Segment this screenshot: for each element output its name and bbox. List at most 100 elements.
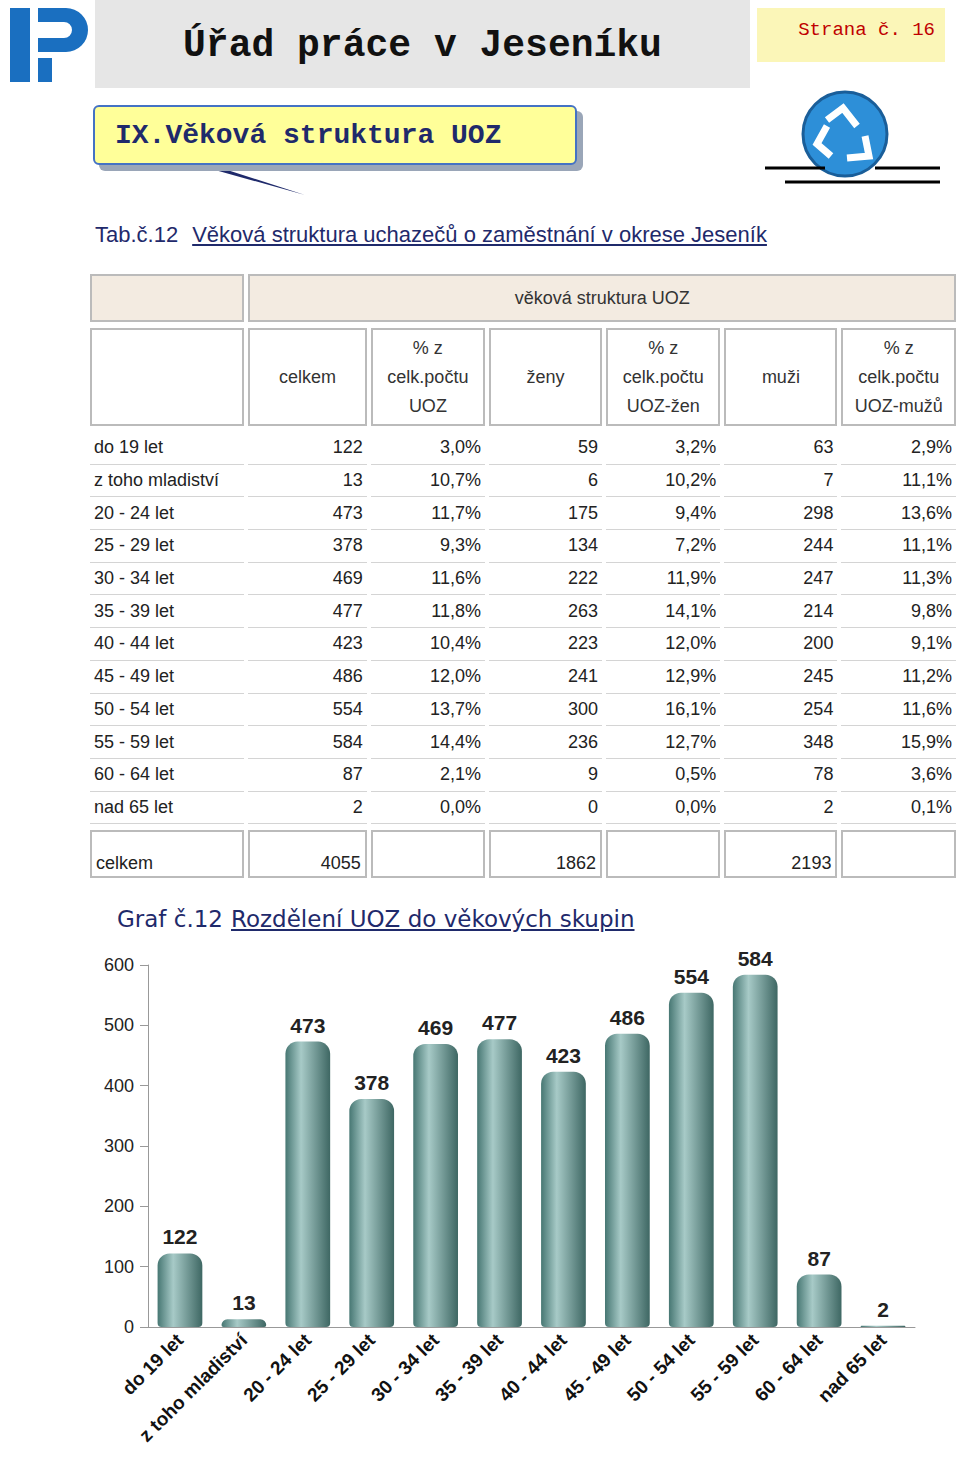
html-text:134: 134 <box>568 535 599 556</box>
html-text:11,8%: 11,8% <box>431 600 481 621</box>
html-text:3,2%: 3,2% <box>675 437 717 458</box>
html-text:Úřad práce v Jeseníku: Úřad práce v Jeseníku <box>183 24 662 67</box>
html-text:473: 473 <box>332 502 363 523</box>
svg-text:584: 584 <box>738 947 773 970</box>
html-text:celkem: celkem <box>279 366 336 387</box>
svg-text:600: 600 <box>104 955 134 975</box>
html-text:486: 486 <box>332 666 363 687</box>
html-text:UOZ-žen: UOZ-žen <box>626 395 700 416</box>
html-text:Věková struktura uchazečů o za: Věková struktura uchazečů o zaměstnání v… <box>192 222 767 247</box>
html-text:% z: % z <box>648 337 679 358</box>
html-text:40 - 44 let: 40 - 44 let <box>94 633 175 654</box>
html-text:30 - 34 let: 30 - 34 let <box>94 568 175 589</box>
html-text:celk.počtu: celk.počtu <box>387 366 469 387</box>
html-text:45 - 49 let: 45 - 49 let <box>94 666 175 687</box>
html-text:175: 175 <box>568 502 599 523</box>
html-text:12,0%: 12,0% <box>430 666 481 687</box>
html-text:9,1%: 9,1% <box>911 633 952 654</box>
svg-text:100: 100 <box>104 1257 134 1277</box>
html-text:11,3%: 11,3% <box>902 568 952 589</box>
html-text:IX.Věková struktura UOZ: IX.Věková struktura UOZ <box>115 120 502 151</box>
html-text:200: 200 <box>803 633 834 654</box>
svg-text:50 - 54 let: 50 - 54 let <box>623 1329 700 1406</box>
svg-text:486: 486 <box>610 1006 645 1029</box>
html-text:celk.počtu: celk.počtu <box>622 366 704 387</box>
html-text:247: 247 <box>803 568 834 589</box>
html-text:25 - 29 let: 25 - 29 let <box>94 535 175 556</box>
html-text:2,9%: 2,9% <box>911 437 952 458</box>
svg-text:400: 400 <box>104 1076 134 1096</box>
html-text:do 19 let: do 19 let <box>94 437 164 458</box>
html-text:59: 59 <box>578 437 599 458</box>
svg-text:60 - 64 let: 60 - 64 let <box>750 1329 827 1406</box>
html-text:378: 378 <box>332 535 363 556</box>
html-text:12,0%: 12,0% <box>665 633 717 654</box>
html-text:11,1%: 11,1% <box>902 535 952 556</box>
html-text:223: 223 <box>568 633 599 654</box>
html-text:298: 298 <box>803 502 834 523</box>
svg-text:20 - 24 let: 20 - 24 let <box>239 1329 316 1406</box>
html-text:7,2%: 7,2% <box>675 535 717 556</box>
html-text:214: 214 <box>803 600 834 621</box>
svg-text:55 - 59 let: 55 - 59 let <box>687 1329 764 1406</box>
svg-text:500: 500 <box>104 1015 134 1035</box>
svg-text:200: 200 <box>104 1196 134 1216</box>
html-text:muži: muži <box>761 366 800 387</box>
svg-text:423: 423 <box>546 1044 581 1067</box>
html-text:50 - 54 let: 50 - 54 let <box>94 698 175 719</box>
svg-text:z toho mladiství: z toho mladiství <box>135 1329 252 1446</box>
svg-text:45 - 49 let: 45 - 49 let <box>559 1329 636 1406</box>
html-text:% z: % z <box>883 337 914 358</box>
svg-text:554: 554 <box>674 965 709 988</box>
svg-text:300: 300 <box>104 1136 134 1156</box>
html-text:Graf č.12 Rozdělení UOZ do věk: Graf č.12 Rozdělení UOZ do věkových skup… <box>117 906 635 932</box>
svg-text:35 - 39 let: 35 - 39 let <box>431 1329 508 1406</box>
html-text:9,8%: 9,8% <box>911 600 952 621</box>
html-text:11,9%: 11,9% <box>666 568 717 589</box>
html-text:244: 244 <box>803 535 834 556</box>
svg-text:40 - 44 let: 40 - 44 let <box>495 1329 572 1406</box>
html-text:Strana č. 16: Strana č. 16 <box>798 19 935 41</box>
html-text:Tab.č.12: Tab.č.12 <box>95 222 179 247</box>
html-text:věková struktura UOZ: věková struktura UOZ <box>514 287 690 308</box>
svg-text:2: 2 <box>877 1298 889 1321</box>
html-text:14,1%: 14,1% <box>665 600 717 621</box>
html-text:celk.počtu: celk.počtu <box>858 366 940 387</box>
html-text:13,6%: 13,6% <box>901 502 952 523</box>
html-text:% z: % z <box>412 337 443 358</box>
html-text:245: 245 <box>803 666 834 687</box>
html-text:263: 263 <box>568 600 599 621</box>
svg-text:25 - 29 let: 25 - 29 let <box>303 1329 380 1406</box>
html-text:122: 122 <box>332 437 363 458</box>
svg-text:477: 477 <box>482 1011 517 1034</box>
html-text:UOZ-mužů: UOZ-mužů <box>854 395 943 416</box>
html-text:9,4%: 9,4% <box>675 502 717 523</box>
html-text:9,3%: 9,3% <box>440 535 481 556</box>
html-text:11,2%: 11,2% <box>902 666 952 687</box>
html-text:ženy: ženy <box>526 366 565 387</box>
svg-text:do 19 let: do 19 let <box>118 1329 188 1399</box>
svg-text:378: 378 <box>354 1071 389 1094</box>
html-text:477: 477 <box>332 600 363 621</box>
svg-text:122: 122 <box>162 1225 197 1248</box>
svg-text:30 - 34 let: 30 - 34 let <box>367 1329 444 1406</box>
svg-text:473: 473 <box>290 1014 325 1037</box>
html-text:20 - 24 let: 20 - 24 let <box>94 502 175 523</box>
svg-text:469: 469 <box>418 1016 453 1039</box>
html-text:35 - 39 let: 35 - 39 let <box>94 600 175 621</box>
html-text:63: 63 <box>813 437 834 458</box>
html-text:3,0%: 3,0% <box>440 437 481 458</box>
html-text:469: 469 <box>332 568 363 589</box>
html-text:10,4%: 10,4% <box>430 633 481 654</box>
html-text:11,6%: 11,6% <box>431 568 481 589</box>
svg-text:87: 87 <box>807 1247 830 1270</box>
html-text:12,9%: 12,9% <box>665 666 717 687</box>
html-text:241: 241 <box>568 666 599 687</box>
html-text:11,7%: 11,7% <box>431 502 481 523</box>
html-text:423: 423 <box>332 633 363 654</box>
html-text:UOZ: UOZ <box>408 395 447 416</box>
html-text:222: 222 <box>568 568 599 589</box>
svg-text:13: 13 <box>232 1291 255 1314</box>
svg-text:0: 0 <box>124 1317 134 1337</box>
svg-text:nad 65 let: nad 65 let <box>814 1329 891 1406</box>
